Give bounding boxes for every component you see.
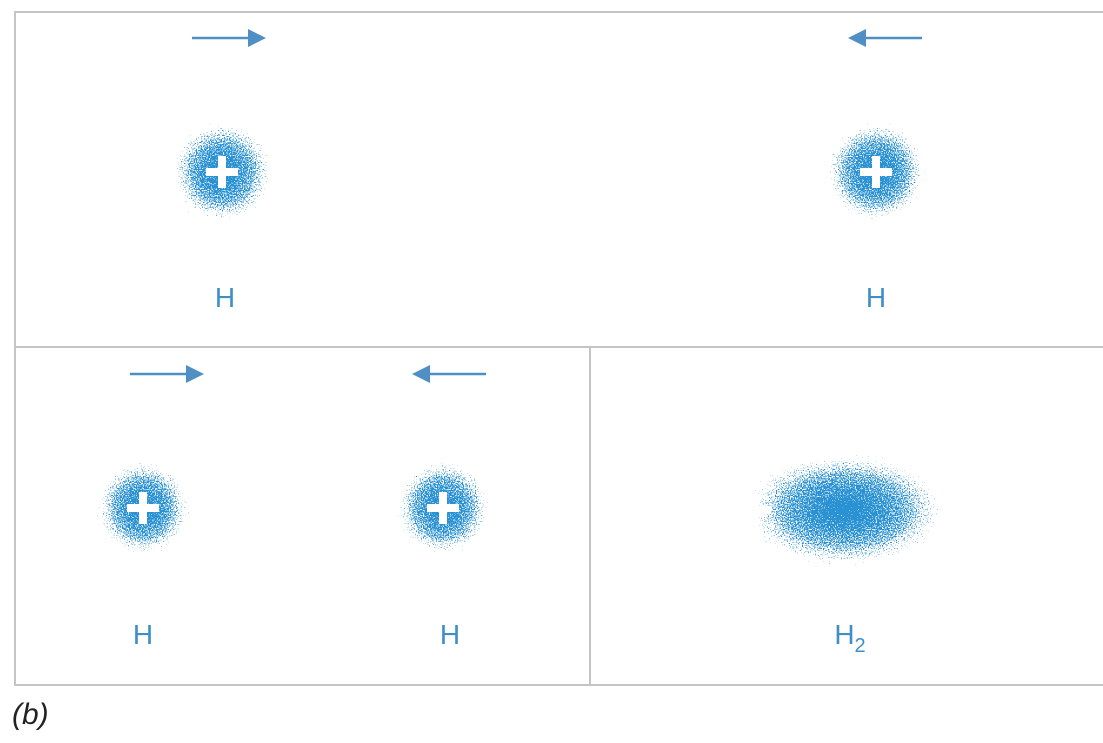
atom-label: H [866,282,886,313]
panel-separate: H H [130,29,968,313]
electron-cloud [660,406,1030,614]
panel-approach: H H [57,365,529,650]
atom-label: H [133,619,153,650]
molecule-symbol: H [834,619,854,650]
arrow-right [192,29,266,47]
panel-molecule: H2 [660,406,1030,657]
atom-label: H [215,282,235,313]
diagram: H H H H H2 (b) [0,0,1103,743]
molecule-label: H2 [834,619,865,657]
atom-label: H [440,619,460,650]
arrow-left [848,29,922,47]
molecule-subscript: 2 [855,635,866,657]
caption: (b) [12,698,49,731]
arrow-left [412,365,486,383]
arrow-right [130,365,204,383]
